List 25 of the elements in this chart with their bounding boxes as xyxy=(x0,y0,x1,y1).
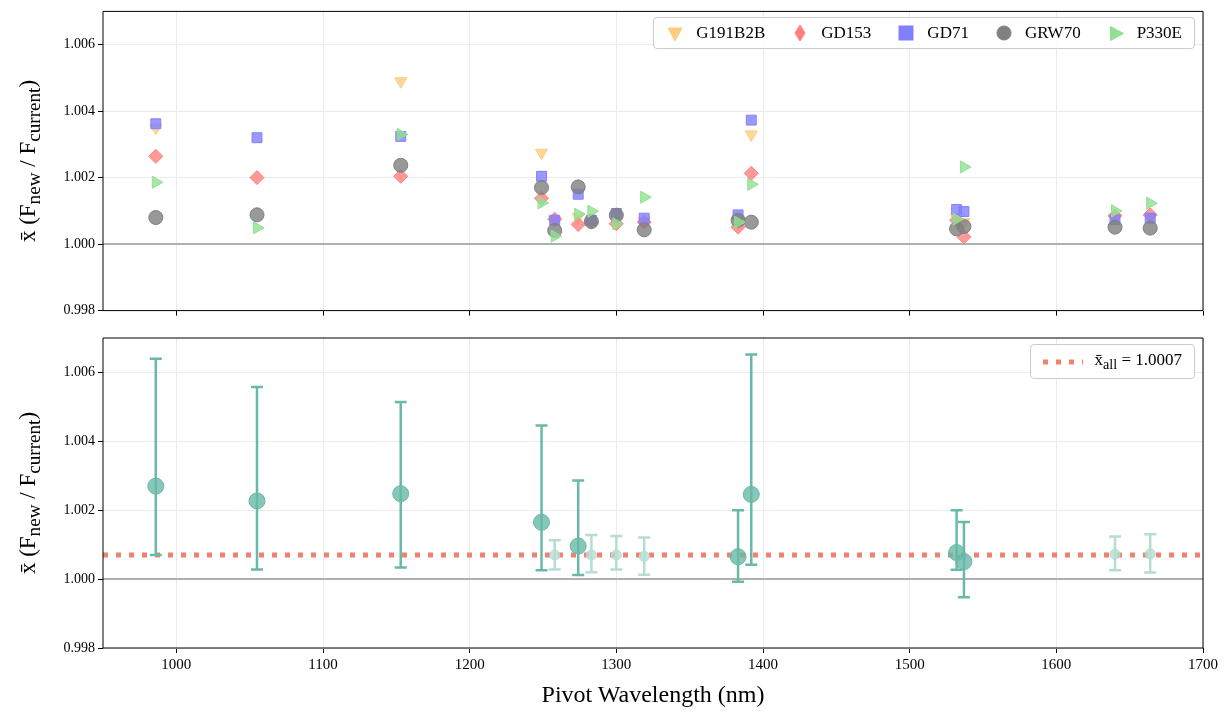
x-tick-label: 1300 xyxy=(601,655,632,672)
legend-label: GD71 xyxy=(927,23,969,44)
x-tick-label: 1100 xyxy=(308,655,338,672)
legend-label: P330E xyxy=(1136,23,1182,44)
x-tick-label: 1000 xyxy=(161,655,192,672)
y-tick-label: 1.000 xyxy=(63,235,95,251)
x-tick-label: 1200 xyxy=(454,655,485,672)
x-tick-label: 1700 xyxy=(1188,655,1218,672)
y-tick-label: 1.004 xyxy=(63,102,95,118)
legend-label: G191B2B xyxy=(696,23,766,44)
x-tick-label: 1600 xyxy=(1041,655,1072,672)
x-tick-label: 1500 xyxy=(894,655,925,672)
y-tick-label: 0.998 xyxy=(63,639,95,655)
legend-label: GRW70 xyxy=(1024,23,1081,44)
x-axis-title: Pivot Wavelength (nm) xyxy=(541,680,765,707)
y-tick-label: 0.998 xyxy=(63,302,95,318)
y-tick-label: 1.002 xyxy=(63,169,95,185)
y-tick-label: 1.000 xyxy=(63,570,95,586)
legend-label: GD153 xyxy=(821,23,872,44)
y-tick-label: 1.004 xyxy=(63,433,95,449)
y-tick-label: 1.002 xyxy=(63,501,95,517)
legend-label: x̄$_{all}$ = 1.0007 xyxy=(1094,350,1182,374)
x-tick-label: 1400 xyxy=(748,655,778,672)
y-tick-label: 1.006 xyxy=(63,364,95,380)
y-tick-label: 1.006 xyxy=(63,36,95,52)
